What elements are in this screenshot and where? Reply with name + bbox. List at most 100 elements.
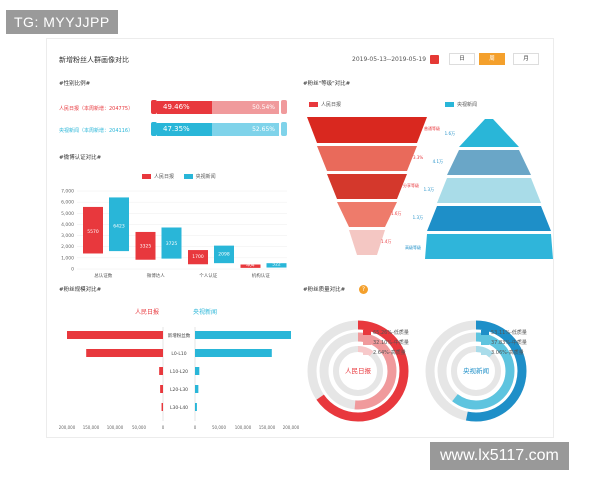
level-legend-cctv: 央视新闻	[445, 101, 477, 108]
bar-value-label: 1700	[192, 254, 204, 260]
bar	[188, 250, 208, 265]
axis-tick-label: 50,000	[132, 425, 146, 430]
level-section-title: #粉丝"等级"对比#	[303, 81, 351, 87]
female-icon	[281, 100, 287, 114]
legend-swatch-blue	[445, 102, 454, 107]
x-tick-label: 微博达人	[147, 272, 165, 279]
bar-value-label: 3325	[140, 244, 152, 250]
bar-left	[159, 367, 163, 375]
quality-legend-item: 32.10%-中质量	[363, 339, 409, 346]
quality-legend-item: 37.83%-中质量	[481, 339, 527, 346]
funnel-label: 1.6万	[391, 211, 401, 216]
bar-value-label: 3725	[166, 241, 178, 247]
y-tick-label: 2,000	[61, 244, 74, 250]
donut-center-label: 人民日报	[345, 366, 372, 375]
legend-swatch	[363, 330, 371, 335]
quality-legend-item: 2.64%-高质量	[363, 349, 409, 356]
tab-week[interactable]: 周	[479, 53, 505, 65]
gender-label-rmrb: 人民日报（本周新增：204775）	[59, 106, 134, 112]
legend-label-cctv: 央视新闻	[195, 174, 216, 180]
legend-swatch	[363, 340, 371, 345]
legend-text: 53.11%-低质量	[491, 330, 527, 336]
axis-tick-label: 200,000	[283, 425, 299, 430]
scale-right-name: 央视新闻	[193, 309, 218, 316]
male-pct-cctv: 47.35%	[163, 125, 190, 133]
x-tick-label: 总认证数	[94, 272, 112, 279]
pyramid-layer-4	[427, 206, 551, 231]
category-label: L30-L40	[170, 405, 188, 411]
pyramid-label: 4.1万	[433, 159, 443, 164]
bar-left	[86, 349, 163, 357]
bar-value-label: 5570	[87, 229, 99, 235]
funnel-label: 普通等级	[424, 125, 440, 131]
axis-tick-label: 150,000	[83, 425, 100, 430]
bar-value-label: 522	[272, 262, 281, 268]
scale-left-name: 人民日报	[135, 309, 160, 316]
pyramid-label: 1.3万	[413, 215, 423, 220]
verify-legend: 人民日报 央视新闻	[142, 173, 216, 180]
legend-text: 65.26%-低质量	[373, 330, 409, 336]
category-label: L10-L20	[170, 369, 188, 375]
bar	[161, 227, 182, 259]
y-tick-label: 0	[71, 267, 74, 273]
legend-text: 32.10%-中质量	[373, 340, 409, 346]
pyramid-layer-2	[447, 150, 531, 175]
funnel-layer-2	[317, 146, 417, 171]
funnel-label: 分享等级	[403, 182, 419, 188]
tab-day[interactable]: 日	[449, 53, 475, 65]
quality-legend-item: 65.26%-低质量	[363, 329, 409, 336]
y-tick-label: 3,000	[61, 233, 74, 239]
pyramid-label: 1.6万	[445, 131, 455, 136]
legend-text: 2.64%-高质量	[373, 350, 406, 356]
quality-legend-item: 3.06%-高质量	[481, 349, 527, 356]
category-label: 新增粉丝数	[168, 332, 191, 339]
pyramid-layer-3	[437, 178, 541, 203]
watermark-top-left: TG: MYYJJPP	[6, 10, 118, 34]
page-title: 新增粉丝人群画像对比	[59, 56, 129, 64]
y-tick-label: 1,000	[61, 255, 74, 261]
funnel-layer-1	[307, 117, 427, 143]
verify-section-title: #微博认证对比#	[59, 155, 102, 161]
tab-month[interactable]: 月	[513, 53, 539, 65]
bar-right	[195, 403, 197, 411]
axis-tick-label: 100,000	[107, 425, 124, 430]
donut-ring	[333, 346, 383, 396]
category-label: L20-L30	[170, 387, 188, 393]
gender-label-cctv: 央视新闻（本周新增：204116）	[59, 128, 134, 134]
date-range: 2019-05-13--2019-05-19	[352, 56, 427, 63]
legend-swatch	[481, 340, 489, 345]
axis-tick-label: 150,000	[259, 425, 276, 430]
bar-left	[160, 385, 163, 393]
bar	[135, 231, 156, 260]
bar-value-label: 404	[246, 262, 255, 268]
funnel-layer-5	[349, 230, 385, 255]
funnel-label: 1.4万	[381, 239, 391, 244]
scale-section-title: #粉丝规模对比#	[59, 287, 102, 293]
bar-left	[161, 403, 163, 411]
calendar-icon[interactable]	[430, 55, 439, 64]
female-icon	[281, 122, 287, 136]
legend-swatch-red	[309, 102, 318, 107]
axis-tick-label: 100,000	[235, 425, 252, 430]
quality-section-title: #粉丝质量对比#	[303, 287, 346, 293]
gender-bar-rmrb: 49.46% 50.54%	[157, 101, 279, 114]
bar-right	[195, 385, 199, 393]
female-pct-rmrb: 50.54%	[252, 104, 275, 111]
female-pct-cctv: 52.65%	[252, 126, 275, 133]
quality-legend-cctv: 53.11%-低质量 37.83%-中质量 3.06%-高质量	[481, 329, 527, 359]
help-icon[interactable]: ?	[359, 285, 368, 294]
male-pct-rmrb: 49.46%	[163, 103, 190, 111]
pyramid-label: 高级等级	[405, 244, 421, 250]
x-tick-label: 个人认证	[199, 272, 217, 279]
bar-value-label: 2098	[218, 251, 230, 257]
x-tick-label: 机构认证	[252, 272, 270, 279]
category-label: L0-L10	[171, 351, 186, 357]
pyramid-layer-1	[459, 119, 519, 147]
level-legend-rmrb: 人民日报	[309, 101, 341, 108]
bar-left	[67, 331, 163, 339]
gender-bar-cctv: 47.35% 52.65%	[157, 123, 279, 136]
bar	[109, 197, 129, 252]
funnel-layer-4	[337, 202, 397, 227]
legend-label-rmrb: 人民日报	[154, 174, 175, 180]
legend-text: 3.06%-高质量	[491, 350, 524, 356]
